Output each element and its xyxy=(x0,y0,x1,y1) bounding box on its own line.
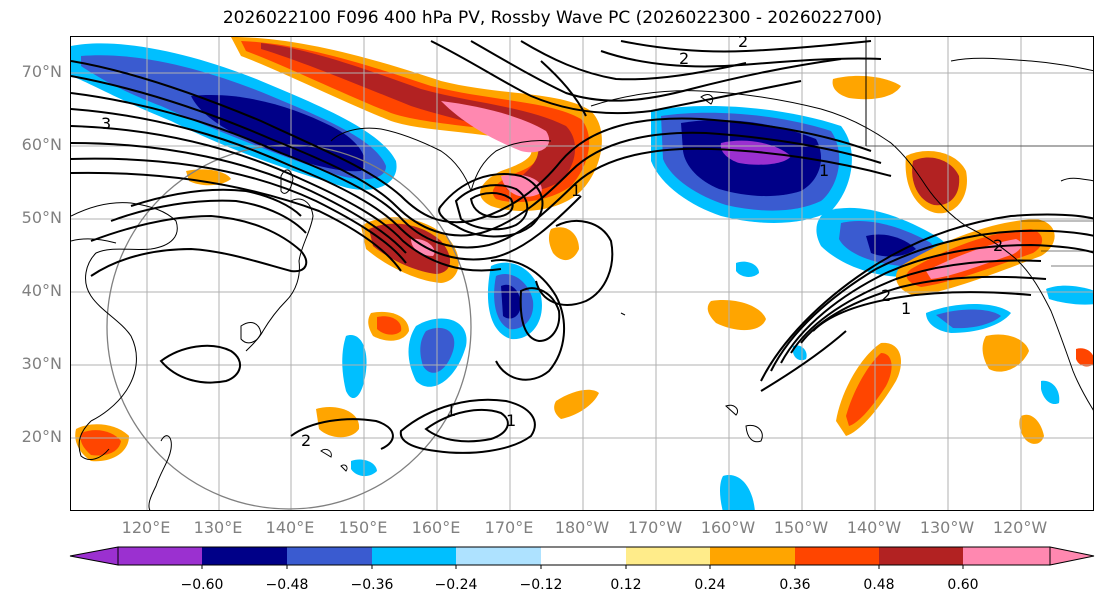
negative-anomaly-region xyxy=(342,335,367,399)
negative-anomaly-region xyxy=(792,345,807,361)
negative-anomaly-region xyxy=(191,95,365,172)
lon-label-160e: 160°E xyxy=(411,518,461,537)
positive-anomaly-region xyxy=(846,353,892,426)
contour-label: 2 xyxy=(881,286,891,305)
positive-anomaly-region xyxy=(982,334,1029,372)
contour-label: 1 xyxy=(446,401,456,420)
colorbar-segment xyxy=(710,547,795,565)
colorbar-tick-label: 0.24 xyxy=(694,577,726,593)
lon-label-120w: 120°W xyxy=(992,518,1048,537)
map-title: 2026022100 F096 400 hPa PV, Rossby Wave … xyxy=(222,8,883,28)
lon-label-170e: 170°E xyxy=(484,518,534,537)
positive-anomaly-region xyxy=(241,41,590,203)
map-plot: 2 2 3 1 1 2 1 1 2 2 1 xyxy=(71,37,1093,510)
positive-anomaly-region xyxy=(554,389,599,419)
colorbar-extend-high xyxy=(1049,546,1095,566)
pv-anomaly-shading xyxy=(71,37,1093,510)
colorbar-segment xyxy=(879,547,963,565)
colorbar-segment xyxy=(456,547,541,565)
positive-anomaly-region xyxy=(832,75,901,100)
colorbar-outline xyxy=(117,546,1051,566)
lat-label-20n: 20°N xyxy=(21,427,62,446)
positive-anomaly-region xyxy=(912,157,960,206)
colorbar-tick-label: −0.12 xyxy=(519,577,563,593)
lon-label-130e: 130°E xyxy=(193,518,243,537)
positive-anomaly-region xyxy=(441,101,550,153)
lon-label-180w: 180°W xyxy=(554,518,610,537)
colorbar-ticks xyxy=(201,565,964,569)
contour-label: 1 xyxy=(819,161,829,180)
colorbar-tick-label: −0.24 xyxy=(434,577,478,593)
lat-label-70n: 70°N xyxy=(21,62,62,81)
lat-label-40n: 40°N xyxy=(21,281,62,300)
map-panel[interactable]: 2 2 3 1 1 2 1 1 2 2 1 xyxy=(70,36,1094,511)
negative-anomaly-region xyxy=(936,309,1001,329)
colorbar-segment xyxy=(118,547,202,565)
positive-anomaly-region xyxy=(1019,414,1044,444)
contour-label-group: 2 2 3 1 1 2 1 1 2 2 1 xyxy=(101,37,1003,450)
positive-anomaly-region xyxy=(1076,348,1093,367)
colorbar-tick-label: 0.36 xyxy=(779,577,811,593)
contour-label: 2 xyxy=(301,431,311,450)
lon-label-130w: 130°W xyxy=(919,518,975,537)
lon-label-140e: 140°E xyxy=(265,518,315,537)
positive-anomaly-region xyxy=(316,407,360,438)
colorbar-tick-label: −0.48 xyxy=(265,577,309,593)
colorbar-tick-label: 0.12 xyxy=(610,577,642,593)
lon-label-140w: 140°W xyxy=(846,518,902,537)
positive-anomaly-region xyxy=(377,316,402,335)
contour-label: 1 xyxy=(901,299,911,318)
contour-label: 1 xyxy=(506,411,516,430)
negative-anomaly-region xyxy=(501,284,521,319)
lat-label-50n: 50°N xyxy=(21,208,62,227)
positive-anomaly-region xyxy=(707,300,766,331)
contour-label: 1 xyxy=(571,181,581,200)
colorbar-segment xyxy=(795,547,879,565)
negative-anomaly-region xyxy=(1046,285,1093,305)
contour-label: 3 xyxy=(101,114,111,133)
colorbar-segment xyxy=(202,547,287,565)
colorbar-segment xyxy=(541,547,626,565)
contour-label: 2 xyxy=(993,236,1003,255)
coastlines xyxy=(71,37,1093,510)
colorbar-tick-label: −0.60 xyxy=(180,577,224,593)
lon-label-170w: 170°W xyxy=(627,518,683,537)
contour-label: 2 xyxy=(679,49,689,68)
colorbar-segments xyxy=(69,546,1095,566)
colorbar-segment xyxy=(287,547,372,565)
negative-anomaly-region xyxy=(1041,380,1060,405)
rossby-wave-pc-contours xyxy=(71,40,1093,454)
positive-anomaly-region xyxy=(926,239,1022,279)
positive-anomaly-region xyxy=(80,430,121,456)
colorbar-segment xyxy=(963,547,1050,565)
negative-anomaly-region xyxy=(866,234,916,257)
colorbar-segment xyxy=(626,547,710,565)
colorbar-tick-label: 0.48 xyxy=(863,577,895,593)
colorbar-tick-label: −0.36 xyxy=(350,577,394,593)
contour-label: 2 xyxy=(738,37,748,51)
positive-anomaly-region xyxy=(548,227,579,261)
lon-label-150e: 150°E xyxy=(338,518,388,537)
colorbar-segment xyxy=(372,547,456,565)
colorbar-tick-label: 0.60 xyxy=(947,577,979,593)
negative-anomaly-region xyxy=(736,261,759,277)
lat-label-30n: 30°N xyxy=(21,354,62,373)
lon-label-120e: 120°E xyxy=(121,518,171,537)
colorbar-extend-low xyxy=(69,546,119,566)
range-ring xyxy=(106,144,472,510)
lat-label-60n: 60°N xyxy=(21,135,62,154)
lon-label-150w: 150°W xyxy=(773,518,829,537)
lon-label-160w: 160°W xyxy=(700,518,756,537)
